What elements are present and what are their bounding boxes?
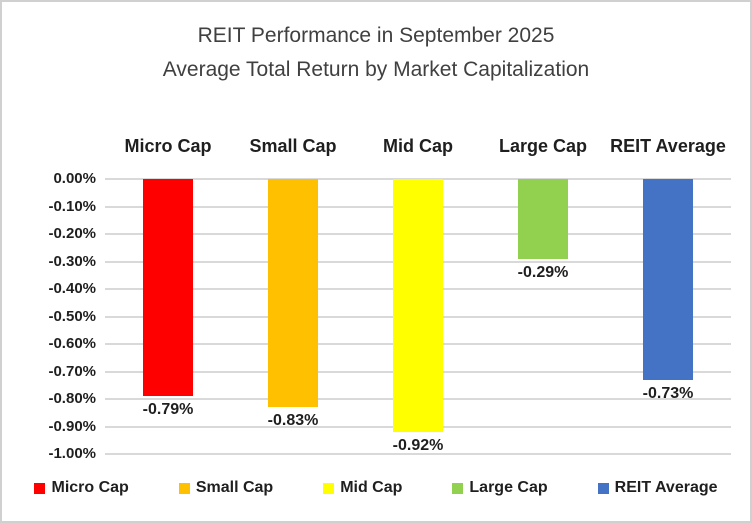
category-label-small-cap: Small Cap xyxy=(249,136,337,156)
data-label-mid-cap: -0.92% xyxy=(392,437,444,454)
legend-swatch-icon xyxy=(323,482,335,494)
chart-title-line1: REIT Performance in September 2025 xyxy=(197,24,555,47)
data-label-micro-cap: -0.79% xyxy=(142,401,194,418)
legend-label: Large Cap xyxy=(469,479,548,496)
bar-mid-cap xyxy=(393,179,443,432)
y-axis-tick-label: -0.20% xyxy=(48,225,96,242)
data-label-reit-average: -0.73% xyxy=(642,385,694,402)
data-label-small-cap: -0.83% xyxy=(267,412,319,429)
legend-swatch-icon xyxy=(178,482,190,494)
category-label-micro-cap: Micro Cap xyxy=(124,136,212,156)
gridline xyxy=(105,453,731,455)
category-label-mid-cap: Mid Cap xyxy=(383,136,453,156)
chart-title-line2: Average Total Return by Market Capitaliz… xyxy=(162,58,590,81)
category-label-large-cap: Large Cap xyxy=(498,136,588,156)
legend-item-large-cap: Large Cap xyxy=(452,479,548,497)
y-axis-tick-label: -0.40% xyxy=(48,280,96,297)
legend-swatch-icon xyxy=(452,482,464,494)
data-label-large-cap: -0.29% xyxy=(517,264,569,281)
bar-large-cap xyxy=(518,179,568,259)
y-axis-tick-label: -0.60% xyxy=(48,335,96,352)
legend-item-reit-average: REIT Average xyxy=(597,479,718,497)
category-label-reit-average: REIT Average xyxy=(610,136,726,156)
y-axis-tick-label: -0.90% xyxy=(48,418,96,435)
legend-swatch-icon xyxy=(34,482,46,494)
legend-item-mid-cap: Mid Cap xyxy=(323,479,402,497)
legend-item-micro-cap: Micro Cap xyxy=(34,479,129,497)
legend: Micro Cap Small Cap Mid Cap Large Cap REIT A… xyxy=(2,479,750,497)
legend-swatch-icon xyxy=(597,482,609,494)
y-axis-tick-label: -0.70% xyxy=(48,363,96,380)
legend-item-small-cap: Small Cap xyxy=(178,479,274,497)
legend-label: Mid Cap xyxy=(340,479,403,496)
y-axis-tick-label: -0.10% xyxy=(48,198,96,215)
y-axis-tick-label: -1.00% xyxy=(48,445,96,462)
bar-micro-cap xyxy=(143,179,193,396)
y-axis-tick-label: -0.80% xyxy=(48,390,96,407)
legend-label: REIT Average xyxy=(614,479,718,496)
legend-label: Micro Cap xyxy=(51,479,129,496)
bar-reit-average xyxy=(643,179,693,380)
chart-title: REIT Performance in September 2025 Avera… xyxy=(2,19,750,87)
y-axis-tick-label: 0.00% xyxy=(53,170,96,187)
bar-small-cap xyxy=(268,179,318,407)
y-axis-tick-label: -0.30% xyxy=(48,253,96,270)
y-axis-tick-label: -0.50% xyxy=(48,308,96,325)
legend-label: Small Cap xyxy=(195,479,274,496)
